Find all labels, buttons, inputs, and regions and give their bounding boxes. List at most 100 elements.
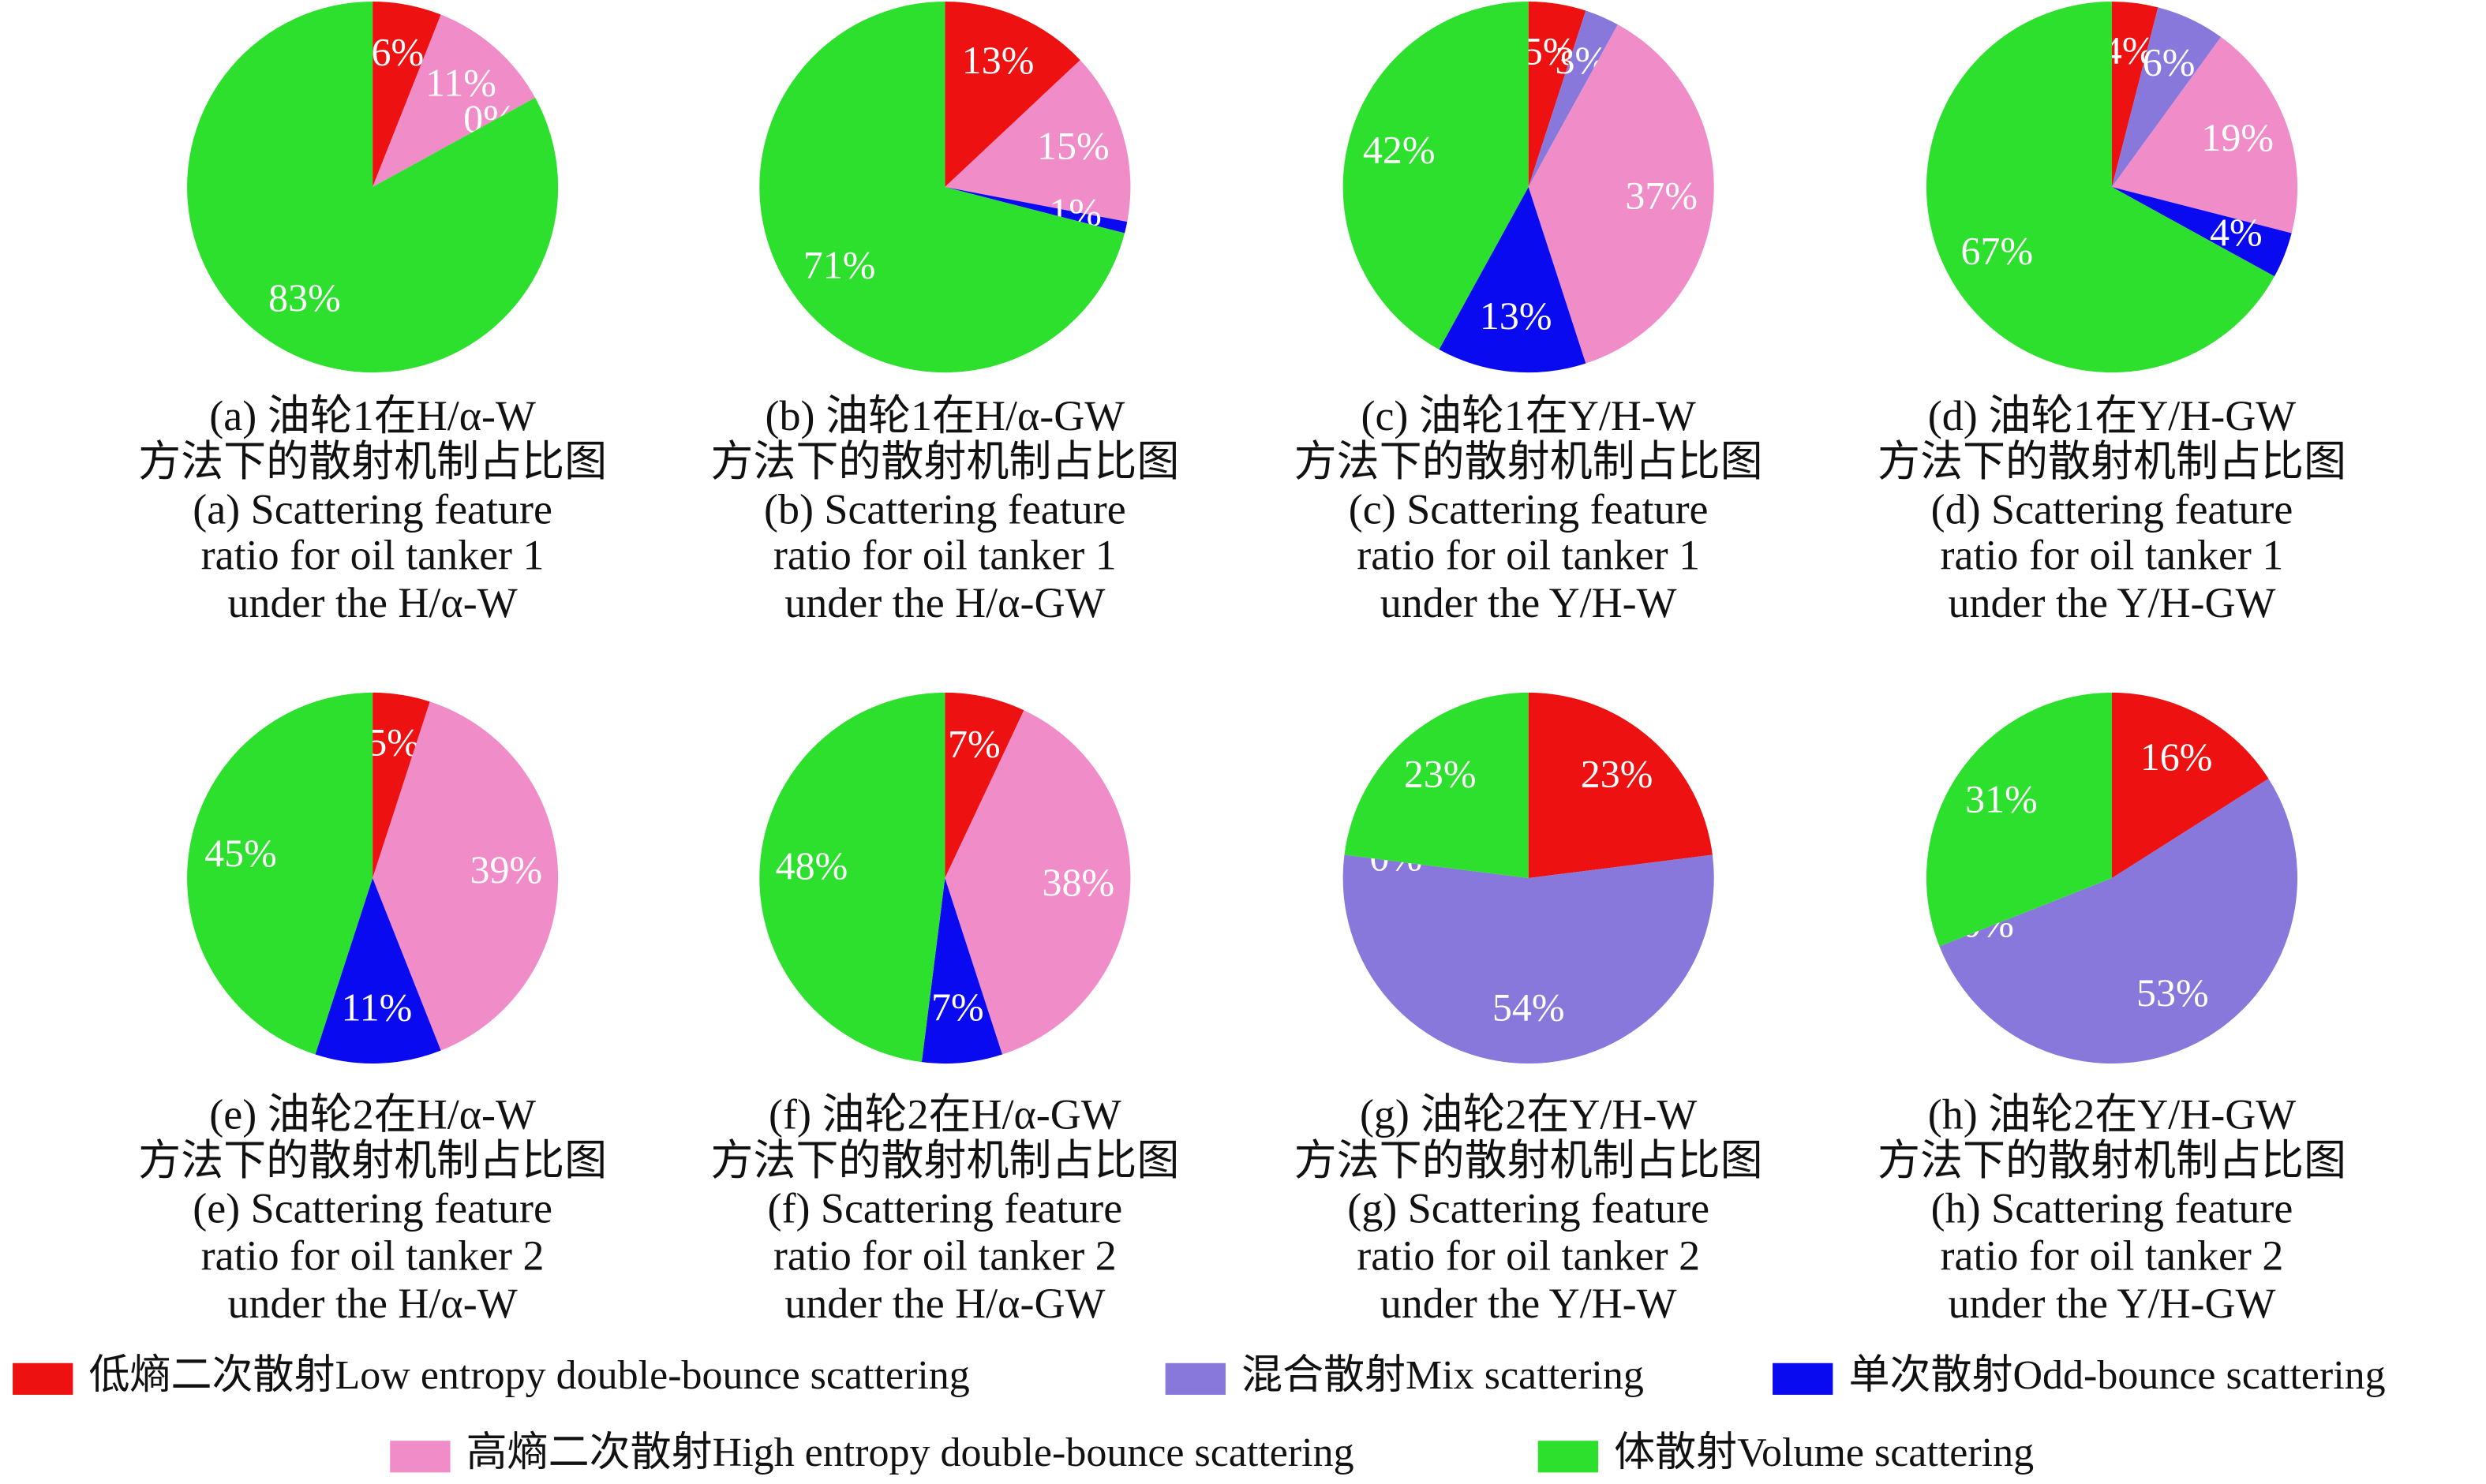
caption-line: (c) Scattering feature — [1349, 485, 1709, 533]
caption-line: ratio for oil tanker 1 — [1941, 532, 2284, 579]
slice-label: 45% — [204, 831, 277, 875]
slice-label: 7% — [931, 985, 984, 1029]
legend-swatch — [390, 1441, 451, 1473]
caption-line: (e) Scattering feature — [193, 1184, 552, 1232]
slice-label: 53% — [2136, 970, 2209, 1015]
caption-line: under the H/α-GW — [784, 1280, 1105, 1327]
slice-label: 13% — [1480, 293, 1552, 338]
pie-slice — [187, 692, 373, 1055]
slice-label: 54% — [1492, 985, 1565, 1030]
caption-line: 方法下的散射机制占比图 — [1294, 1137, 1763, 1184]
slice-label: 11% — [425, 61, 496, 105]
pie-slice — [945, 187, 1128, 234]
pie-slice — [1926, 692, 2112, 947]
caption-line: ratio for oil tanker 1 — [201, 532, 545, 579]
pie-slice — [373, 692, 430, 878]
pie-slice — [2111, 7, 2222, 188]
legend-swatch — [13, 1363, 73, 1395]
caption-line: ratio for oil tanker 2 — [773, 1232, 1117, 1280]
pie: 13%15%1%71% — [759, 2, 1131, 373]
caption-line: (g) Scattering feature — [1347, 1184, 1709, 1232]
caption-line: ratio for oil tanker 2 — [1941, 1232, 2284, 1280]
legend-label: 高熵二次散射High entropy double-bounce scatter… — [466, 1430, 1354, 1475]
pie: 5%3%37%13%42% — [1342, 2, 1714, 373]
caption-line: ratio for oil tanker 2 — [201, 1232, 545, 1280]
pie-slice — [1344, 692, 1529, 878]
pie-slice — [2111, 692, 2269, 878]
slice-label: 7% — [948, 721, 1001, 765]
slice-label: 15% — [1037, 123, 1110, 167]
caption-line: 方法下的散射机制占比图 — [1878, 1137, 2346, 1184]
slice-label: 19% — [2201, 115, 2274, 159]
pie-slice — [2111, 187, 2292, 277]
pie: 23%54%0%23% — [1342, 692, 1714, 1064]
pie-slice — [1439, 187, 1586, 373]
slice-label: 83% — [268, 275, 341, 320]
pie-slice — [373, 701, 559, 1051]
pie-slice — [1528, 10, 1618, 188]
legend-label: 单次散射Odd-bounce scattering — [1848, 1353, 2385, 1398]
pie: 7% 38% 7% 48% — [759, 692, 1131, 1064]
pie: 16%53%0%31% — [1926, 692, 2298, 1064]
pie-slice — [187, 2, 559, 373]
pie-slice — [2111, 2, 2158, 188]
caption-line: (b) 油轮1在H/α-GW — [766, 392, 1125, 439]
pie-slice — [945, 692, 1024, 878]
caption-line: under the H/α-W — [228, 579, 518, 626]
caption-line: (e) 油轮2在H/α-W — [209, 1091, 536, 1138]
slice-label: 37% — [1625, 173, 1698, 217]
caption-line: (g) 油轮2在Y/H-W — [1360, 1091, 1697, 1138]
caption-line: 方法下的散射机制占比图 — [138, 1137, 607, 1184]
caption-line: (h) Scattering feature — [1931, 1184, 2293, 1232]
pie-slice — [1939, 779, 2298, 1064]
caption-line: ratio for oil tanker 1 — [773, 532, 1117, 579]
caption-line: under the Y/H-GW — [1949, 579, 2276, 626]
slice-label: 23% — [1581, 752, 1653, 796]
caption-line: 方法下的散射机制占比图 — [1294, 438, 1763, 485]
legend-swatch — [1537, 1441, 1599, 1473]
caption-line: under the Y/H-GW — [1949, 1280, 2276, 1327]
pie: 4%6%19%4%67% — [1926, 2, 2298, 373]
legend-swatch — [1165, 1363, 1226, 1395]
slice-label: 5% — [1523, 28, 1576, 73]
caption-line: (f) Scattering feature — [767, 1184, 1122, 1232]
pie-slice — [2111, 36, 2298, 234]
pie-slice — [945, 710, 1131, 1055]
slice-label: 48% — [776, 843, 848, 888]
caption-line: under the Y/H-W — [1380, 1280, 1677, 1327]
pie-slice — [1926, 2, 2274, 373]
legend-swatch — [1773, 1363, 1833, 1395]
legend-label: 体散射Volume scattering — [1614, 1430, 2034, 1475]
pie: 5% 39% 11% 45% — [187, 692, 559, 1064]
pie-slice — [1528, 24, 1714, 364]
slice-label: 71% — [803, 242, 876, 286]
pie-slice — [759, 692, 945, 1063]
slice-label: 67% — [1960, 229, 2033, 273]
pie-slice — [1528, 692, 1713, 878]
caption-line: under the Y/H-W — [1380, 579, 1677, 626]
slice-label: 11% — [342, 985, 413, 1030]
slice-label: 31% — [1965, 776, 2038, 820]
slice-label: 39% — [470, 847, 542, 892]
caption-line: ratio for oil tanker 2 — [1357, 1232, 1700, 1280]
caption-line: under the H/α-W — [228, 1280, 518, 1327]
slice-label: 13% — [962, 38, 1035, 82]
pie-slice — [315, 877, 441, 1064]
caption-line: (d) Scattering feature — [1931, 485, 2293, 533]
legend-label: 混合散射Mix scattering — [1241, 1353, 1644, 1398]
slice-label: 23% — [1404, 752, 1477, 796]
legend-label: 低熵二次散射Low entropy double-bounce scatteri… — [89, 1353, 970, 1398]
slice-label: 6% — [2143, 39, 2196, 84]
caption-line: (a) 油轮1在H/α-W — [209, 392, 536, 439]
pie-slice — [945, 2, 1080, 188]
slice-label: 38% — [1042, 860, 1114, 904]
caption-line: 方法下的散射机制占比图 — [710, 438, 1179, 485]
caption-line: 方法下的散射机制占比图 — [138, 438, 607, 485]
pie-slice — [1528, 2, 1586, 188]
pie-slice — [759, 2, 1125, 373]
pie-slice — [921, 877, 1002, 1064]
caption-line: (h) 油轮2在Y/H-GW — [1928, 1091, 2296, 1138]
caption-line: (f) 油轮2在H/α-GW — [769, 1091, 1121, 1138]
caption-line: ratio for oil tanker 1 — [1357, 532, 1700, 579]
